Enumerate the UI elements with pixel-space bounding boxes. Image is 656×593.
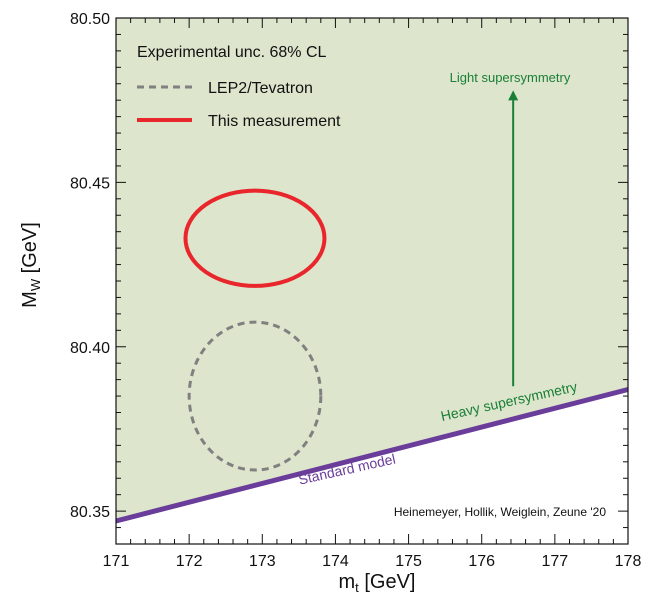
x-tick-label: 173 [249,553,276,570]
x-axis-label: mt [GeV] [339,571,416,593]
x-tick-label: 171 [103,553,130,570]
x-axis-label-sub: t [355,580,359,593]
y-axis-label-sub: W [28,278,43,291]
allowed-region [116,18,628,521]
x-tick-label: 174 [322,553,349,570]
standard-model-line [115,387,629,524]
y-tick-label: 80.35 [70,504,110,521]
credit-text: Heinemeyer, Hollik, Weiglein, Zeune '20 [394,505,607,519]
y-tick-label: 80.40 [70,340,110,357]
lep-tevatron-ellipse [187,320,323,472]
x-axis-label-main: m [339,571,356,593]
y-tick-label: 80.50 [70,11,110,28]
x-tick-label: 172 [176,553,203,570]
legend-title: Experimental unc. 68% CL [137,44,327,61]
y-axis-label-main: M [19,291,41,308]
measurement-ellipse [183,188,327,288]
y-axis-label: MW [GeV] [19,222,43,308]
x-tick-label: 175 [395,553,422,570]
legend-label-lep: LEP2/Tevatron [208,80,313,97]
arrow-label: Light supersymmetry [450,70,571,85]
legend-label-measurement: This measurement [208,113,341,130]
y-tick-label: 80.45 [70,175,110,192]
x-tick-label: 178 [615,553,642,570]
light-susy-arrowhead [508,90,519,101]
x-tick-label: 176 [468,553,495,570]
y-axis-label-unit: [GeV] [19,222,41,279]
x-tick-label: 177 [542,553,569,570]
x-axis-label-unit: [GeV] [359,571,416,593]
